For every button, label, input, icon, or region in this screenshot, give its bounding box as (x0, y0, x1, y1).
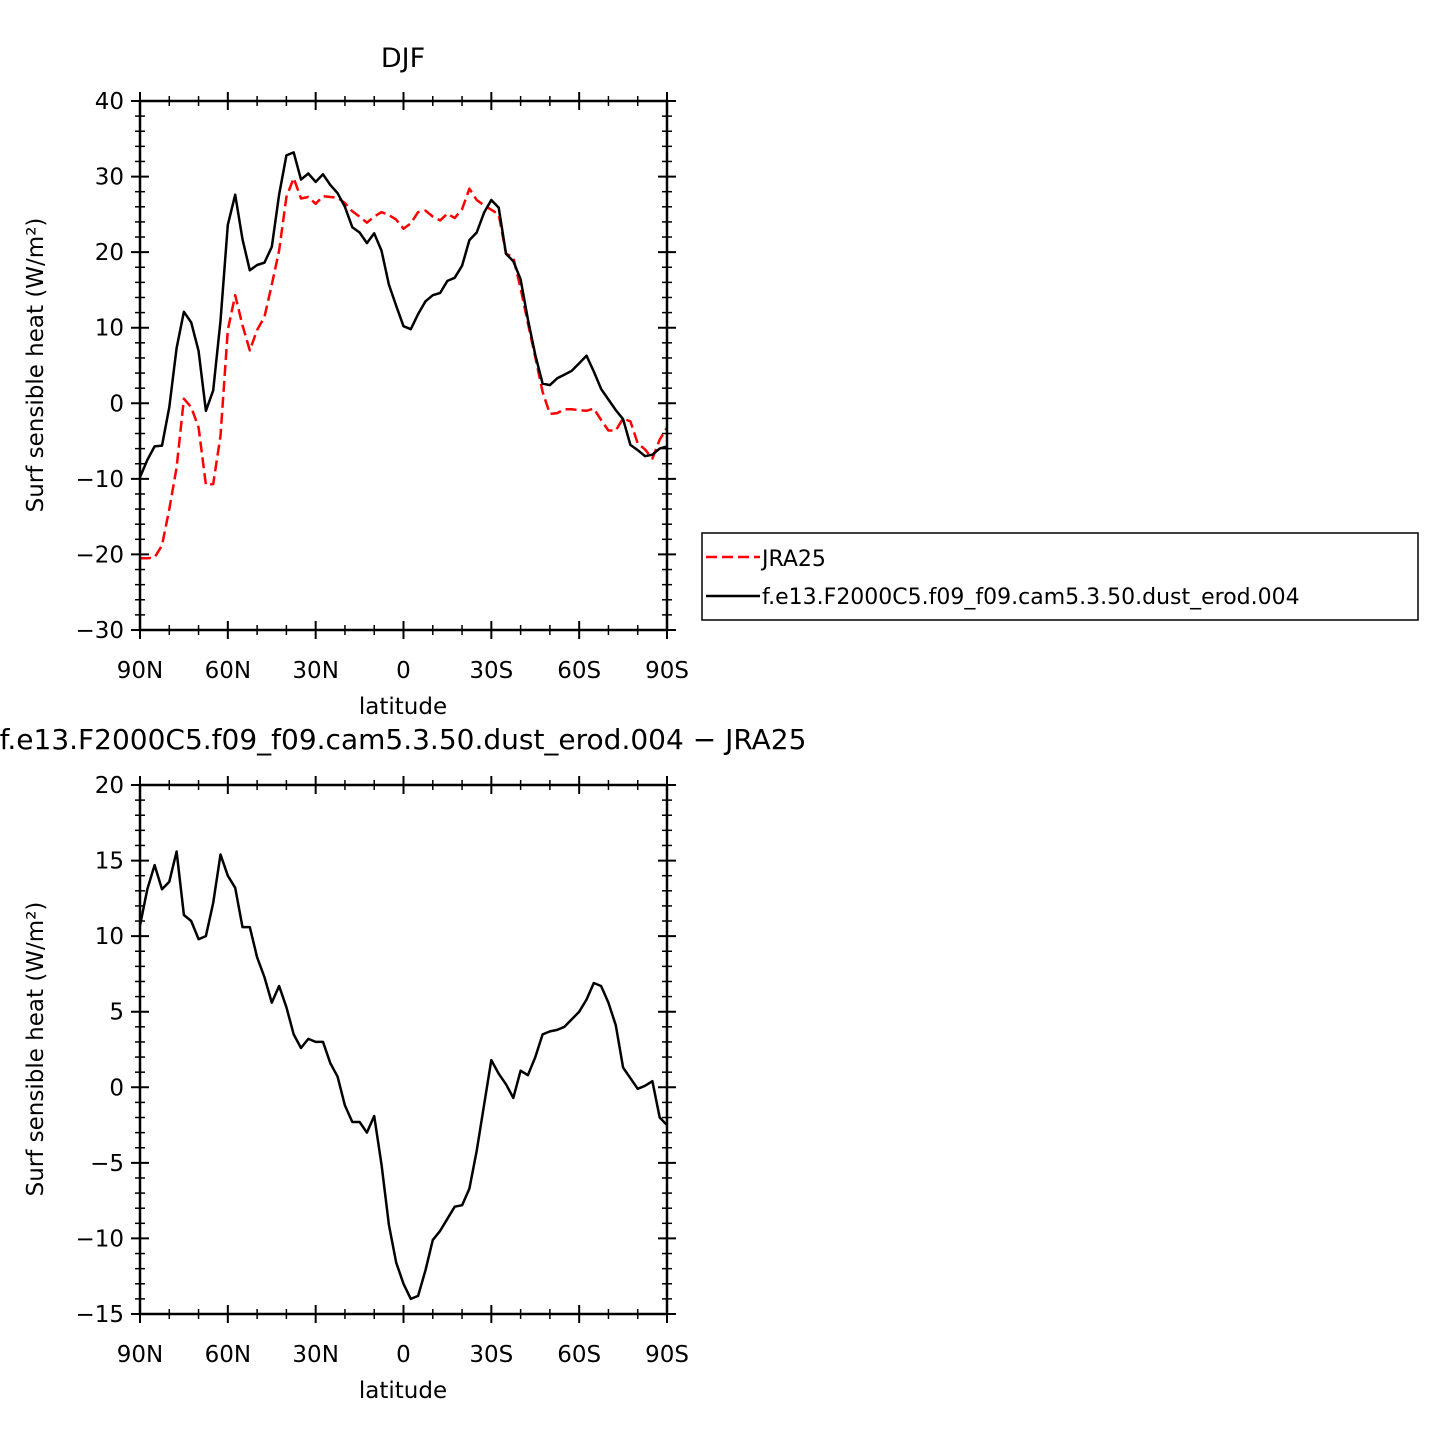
legend-label-model: f.e13.F2000C5.f09_f09.cam5.3.50.dust_ero… (762, 585, 1300, 610)
x-tick-label: 30N (292, 1342, 338, 1368)
x-tick-label: 60S (557, 658, 601, 684)
x-tick-label: 30S (469, 658, 513, 684)
series-line-jra25 (140, 176, 669, 560)
x-tick-label: 30N (292, 658, 338, 684)
legend-label-jra25: JRA25 (760, 547, 826, 572)
y-tick-label: −10 (75, 467, 124, 493)
y-tick-label: 20 (95, 240, 124, 266)
bottom-y-tick-labels: 20 15 10 5 0 −5 −10 −15 (75, 773, 124, 1328)
x-tick-label: 0 (396, 658, 411, 684)
y-tick-label: −30 (75, 618, 124, 644)
top-series-layer (138, 151, 669, 560)
x-tick-label: 30S (469, 1342, 513, 1368)
y-tick-label: −10 (75, 1226, 124, 1252)
x-tick-label: 60N (205, 658, 251, 684)
x-tick-label: 60S (557, 1342, 601, 1368)
y-tick-label: −5 (90, 1151, 124, 1177)
legend-box (701, 532, 1419, 621)
y-tick-label: 0 (109, 391, 124, 417)
x-tick-label: 60N (205, 1342, 251, 1368)
top-x-tick-labels: 90N 60N 30N 0 30S 60S 90S (117, 658, 689, 684)
top-chart-title: DJF (381, 43, 425, 74)
y-tick-label: 15 (95, 849, 124, 875)
x-tick-label: 0 (396, 1342, 411, 1368)
y-tick-label: 30 (95, 165, 124, 191)
legend: JRA25 f.e13.F2000C5.f09_f09.cam5.3.50.du… (701, 532, 1419, 621)
x-tick-label: 90N (117, 1342, 163, 1368)
bottom-y-axis-label: Surf sensible heat (W/m²) (23, 902, 49, 1197)
bottom-plot-frame (138, 783, 669, 1316)
bottom-series-layer (138, 850, 668, 1301)
y-tick-label: 10 (95, 316, 124, 342)
y-tick-label: 40 (95, 89, 124, 115)
x-tick-label: 90S (645, 658, 689, 684)
x-tick-label: 90N (117, 658, 163, 684)
bottom-panel: f.e13.F2000C5.f09_f09.cam5.3.50.dust_ero… (0, 723, 806, 1404)
top-plot-frame (138, 99, 669, 632)
y-tick-label: 10 (95, 924, 124, 950)
top-x-axis-label: latitude (359, 694, 447, 720)
y-tick-label: −20 (75, 542, 124, 568)
y-tick-label: −15 (75, 1302, 124, 1328)
bottom-tick-marks (131, 776, 676, 1323)
y-tick-label: 5 (109, 1000, 124, 1026)
top-y-tick-labels: 40 30 20 10 0 −10 −20 −30 (75, 89, 124, 644)
series-line-model (138, 151, 668, 478)
series-line-difference (138, 850, 668, 1301)
y-tick-label: 0 (109, 1075, 124, 1101)
bottom-x-axis-label: latitude (359, 1378, 447, 1404)
top-tick-marks (131, 92, 676, 639)
bottom-chart-title: f.e13.F2000C5.f09_f09.cam5.3.50.dust_ero… (0, 723, 806, 756)
y-tick-label: 20 (95, 773, 124, 799)
x-tick-label: 90S (645, 1342, 689, 1368)
bottom-x-tick-labels: 90N 60N 30N 0 30S 60S 90S (117, 1342, 689, 1368)
top-y-axis-label: Surf sensible heat (W/m²) (23, 218, 49, 513)
